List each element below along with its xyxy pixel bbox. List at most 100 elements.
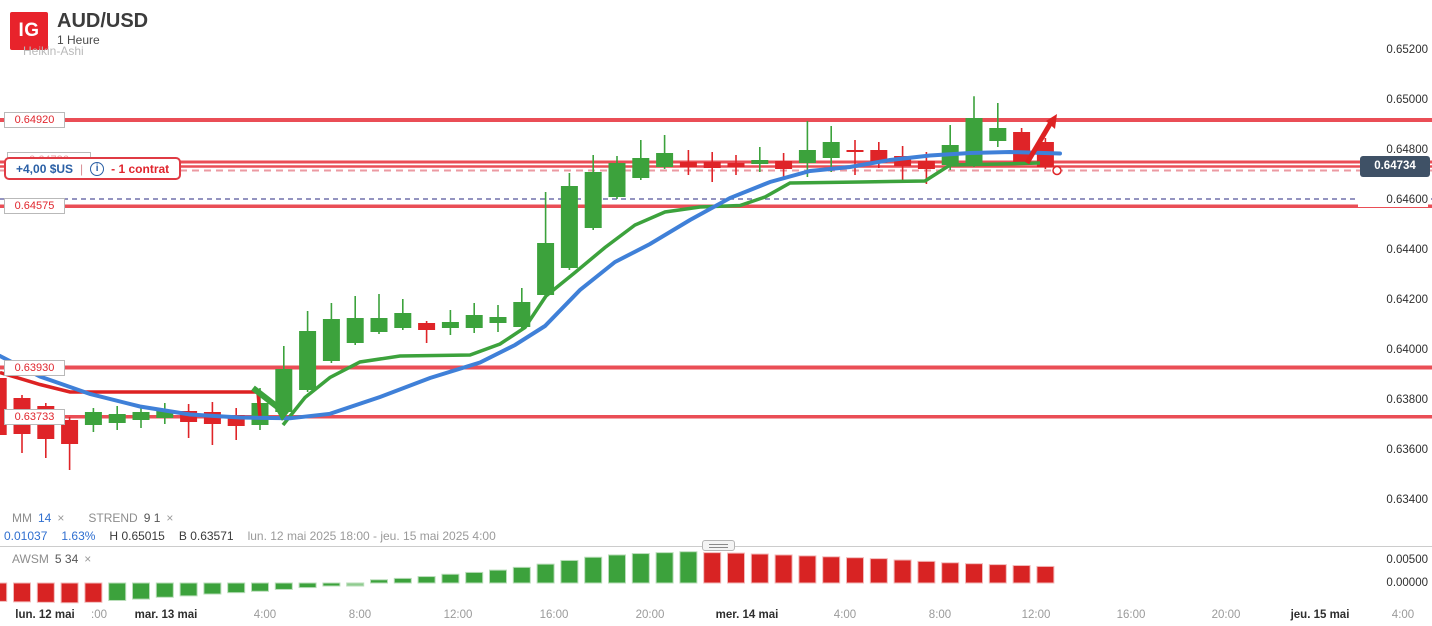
time-axis-label: mar. 13 mai bbox=[134, 609, 198, 621]
awsm-bar bbox=[1012, 565, 1031, 584]
red-up-arrow bbox=[1024, 117, 1056, 165]
candle-body bbox=[108, 414, 126, 423]
awsm-bar bbox=[536, 563, 555, 584]
awsm-bar bbox=[584, 556, 603, 584]
awsm-bar bbox=[608, 554, 626, 584]
stat-date-range: lun. 12 mai 2025 18:00 - jeu. 15 mai 202… bbox=[247, 529, 496, 543]
price-axis-label: 0.64000 bbox=[1358, 343, 1428, 357]
candle-body bbox=[299, 331, 317, 390]
awsm-bar bbox=[679, 551, 698, 584]
awsm-bar bbox=[560, 559, 579, 584]
awsm-bar bbox=[298, 582, 317, 589]
awsm-bar bbox=[346, 582, 365, 587]
price-axis-label: 0.64200 bbox=[1358, 293, 1428, 307]
time-axis-label: 16:00 bbox=[539, 609, 569, 621]
awsm-bar bbox=[965, 563, 983, 584]
awsm-indicator-label: AWSM bbox=[12, 552, 49, 566]
candle-body bbox=[513, 302, 531, 327]
price-axis-label: 0.64800 bbox=[1358, 143, 1428, 157]
price-level-tag[interactable]: 0.64575 bbox=[4, 198, 65, 215]
awsm-bar bbox=[727, 552, 745, 584]
price-axis-label: 0.63600 bbox=[1358, 443, 1428, 457]
supertrend-down-line bbox=[0, 370, 262, 417]
candle-body bbox=[156, 410, 174, 418]
pane-resize-handle[interactable] bbox=[702, 540, 735, 551]
price-level-tag[interactable]: 0.64920 bbox=[4, 112, 65, 128]
awsm-bar bbox=[655, 552, 674, 584]
awsm-axis-label: 0.00500 bbox=[1358, 553, 1428, 567]
price-axis-label: 0.63800 bbox=[1358, 393, 1428, 407]
candle-body bbox=[560, 186, 578, 268]
time-axis-label: 4:00 bbox=[253, 609, 277, 621]
candle-body bbox=[180, 411, 198, 422]
candle-body bbox=[227, 415, 245, 426]
candle-body bbox=[132, 412, 150, 420]
candle-body bbox=[394, 313, 412, 328]
time-axis-label: jeu. 15 mai bbox=[1290, 609, 1350, 621]
supertrend-up-line bbox=[281, 161, 1041, 427]
awsm-bar bbox=[417, 576, 436, 584]
candle-body bbox=[537, 243, 555, 295]
candle-body bbox=[489, 317, 507, 323]
time-axis-label: 4:00 bbox=[833, 609, 857, 621]
awsm-bar bbox=[179, 582, 198, 597]
awsm-indicator-params: 5 34 bbox=[54, 552, 79, 566]
strend-indicator-params: 9 1 bbox=[143, 511, 161, 525]
awsm-bar bbox=[631, 553, 650, 584]
awsm-close-icon[interactable]: × bbox=[84, 552, 92, 566]
strend-close-icon[interactable]: × bbox=[166, 511, 174, 525]
price-level-tag[interactable]: 0.63930 bbox=[4, 359, 65, 376]
price-level-tag[interactable]: 0.63733 bbox=[4, 408, 65, 425]
time-axis-label: 16:00 bbox=[1116, 609, 1146, 621]
awsm-bar bbox=[227, 582, 246, 594]
mm-close-icon[interactable]: × bbox=[57, 511, 65, 525]
separator: | bbox=[80, 161, 84, 176]
open-position-label[interactable]: +4,00 $US | i - 1 contrat bbox=[4, 157, 182, 180]
awsm-bar bbox=[774, 554, 793, 584]
instrument-title: AUD/USD bbox=[57, 10, 149, 32]
position-pl-value: +4,00 $US bbox=[16, 161, 74, 176]
time-axis-label: :00 bbox=[91, 609, 107, 621]
time-axis-label: mer. 14 mai bbox=[715, 609, 779, 621]
awsm-bar bbox=[917, 560, 936, 584]
awsm-bar bbox=[36, 582, 55, 603]
candle-body bbox=[608, 163, 626, 197]
awsm-bar bbox=[60, 582, 79, 604]
awsm-bar bbox=[84, 582, 103, 603]
candle-body bbox=[775, 161, 793, 169]
time-axis-label: 20:00 bbox=[1211, 609, 1241, 621]
candle-body bbox=[61, 420, 79, 444]
awsm-bar bbox=[489, 569, 507, 584]
candle-body bbox=[465, 315, 483, 328]
mm-indicator-param: 14 bbox=[38, 511, 52, 525]
stat-change-pct: 1.63% bbox=[61, 529, 96, 543]
awsm-bar bbox=[132, 582, 150, 600]
time-axis-label: 12:00 bbox=[1021, 609, 1051, 621]
moving-average-line bbox=[0, 149, 1062, 421]
candle-body bbox=[275, 369, 293, 412]
awsm-bar bbox=[274, 582, 293, 590]
candle-body bbox=[727, 163, 745, 167]
awsm-bar bbox=[251, 582, 269, 592]
candle-body bbox=[632, 158, 650, 178]
awsm-bar bbox=[869, 558, 888, 584]
awsm-bar bbox=[393, 577, 412, 584]
awsm-bar bbox=[1036, 565, 1055, 584]
indicator-row-awsm: AWSM 5 34 × bbox=[12, 552, 91, 566]
candle-body bbox=[846, 150, 864, 152]
awsm-bar bbox=[370, 579, 388, 584]
candle-body bbox=[441, 322, 459, 328]
candle-body bbox=[584, 172, 602, 228]
candle-body bbox=[418, 323, 436, 330]
info-icon[interactable]: i bbox=[90, 161, 105, 176]
candle-body bbox=[965, 118, 983, 165]
candle-body bbox=[0, 378, 7, 435]
ig-logo: IG bbox=[10, 12, 48, 50]
price-axis-label: 0.64600 bbox=[1358, 193, 1428, 207]
current-price-box[interactable]: 0.64734 bbox=[1360, 156, 1430, 177]
awsm-bar bbox=[441, 573, 460, 584]
candle-body bbox=[989, 128, 1007, 141]
awsm-bar bbox=[465, 571, 484, 584]
